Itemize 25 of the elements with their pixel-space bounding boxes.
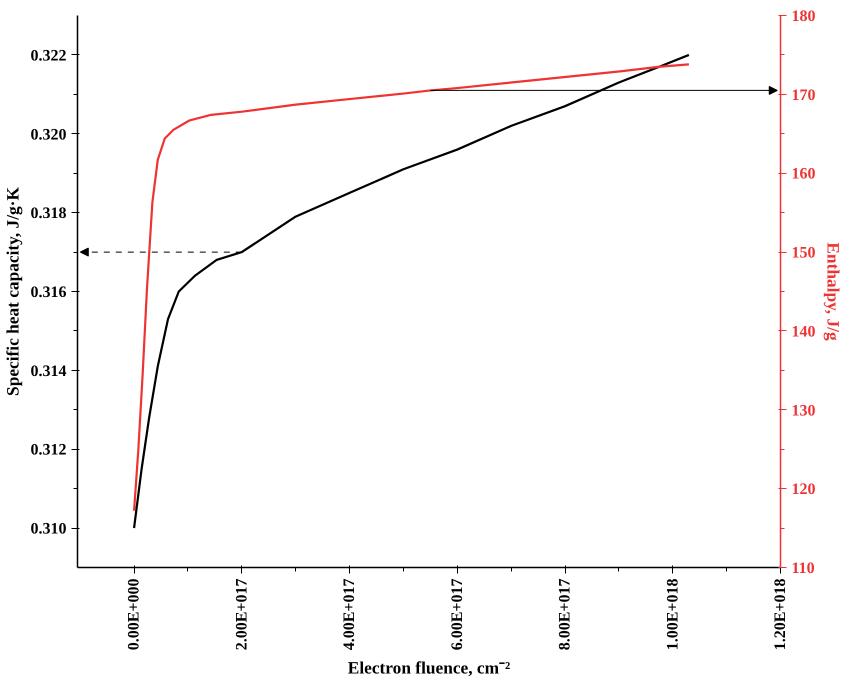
- y-tick-label: 0.318: [30, 205, 66, 222]
- y2-tick-label: 170: [792, 86, 816, 104]
- y2-tick-label: 180: [792, 8, 816, 25]
- y2-tick-label: 120: [792, 481, 816, 498]
- x-tick-label: 0.00E+000: [126, 578, 143, 650]
- y-tick-label: 0.312: [30, 442, 66, 459]
- x-tick-label: 4.00E+017: [341, 578, 358, 650]
- x-tick-label: 8.00E+017: [556, 578, 574, 650]
- y-tick-label: 0.322: [30, 47, 66, 64]
- x-tick-label: 6.00E+017: [448, 578, 466, 650]
- y-tick-label: 0.314: [30, 362, 66, 380]
- y-tick-label: 0.316: [30, 284, 66, 301]
- y-tick-label: 0.320: [30, 126, 66, 144]
- y2-tick-label: 110: [792, 560, 815, 577]
- y2-tick-label: 130: [792, 402, 816, 420]
- y-tick-label: 0.310: [30, 520, 66, 538]
- y2-tick-label: 150: [792, 244, 816, 262]
- x-tick-label: 1.00E+018: [664, 578, 682, 650]
- y2-tick-label: 160: [792, 166, 816, 183]
- x-tick-label: 1.20E+018: [772, 578, 789, 650]
- x-tick-label: 2.00E+017: [233, 578, 250, 650]
- x-axis-title: Electron fluence, cm⁻²: [348, 658, 510, 678]
- y2-tick-label: 140: [792, 323, 816, 340]
- y2-axis-title: Enthalpy, J/g: [824, 242, 842, 341]
- y-axis-title: Specific heat capacity, J/g·K: [4, 186, 22, 396]
